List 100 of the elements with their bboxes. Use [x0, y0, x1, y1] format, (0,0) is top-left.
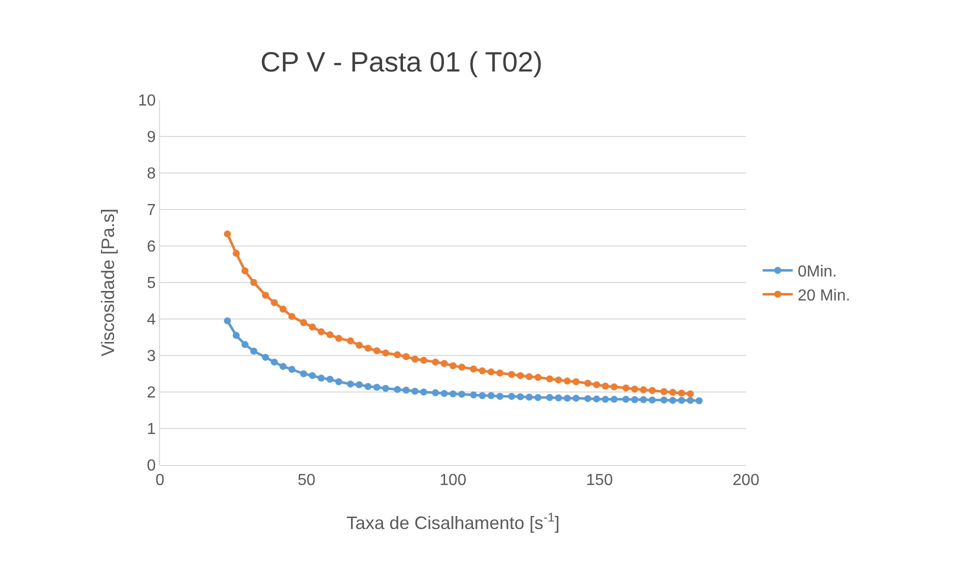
- point: [318, 328, 325, 336]
- point: [224, 230, 231, 238]
- x-axis-title: Taxa de Cisalhamento [s$^{-1}$]: [346, 510, 560, 533]
- point: [508, 392, 516, 400]
- point: [308, 372, 316, 380]
- point: [669, 388, 676, 396]
- point: [356, 342, 363, 349]
- y-tick-label: 7: [146, 202, 156, 220]
- point: [300, 370, 308, 378]
- point: [250, 279, 258, 286]
- point: [394, 386, 401, 393]
- point: [364, 344, 372, 352]
- legend-label: 0Min.: [798, 264, 837, 281]
- y-tick-label: 4: [146, 312, 156, 329]
- legend-label: 20 Min.: [798, 287, 850, 304]
- y-tick-label: 6: [146, 238, 156, 256]
- point: [526, 373, 533, 380]
- point: [564, 378, 571, 385]
- point: [678, 396, 686, 404]
- point: [584, 395, 592, 402]
- point: [270, 358, 278, 366]
- point: [696, 397, 703, 404]
- point: [308, 324, 316, 331]
- point: [470, 391, 478, 398]
- point: [686, 390, 694, 398]
- point: [262, 292, 269, 299]
- point: [660, 396, 668, 404]
- point: [280, 306, 287, 313]
- point: [593, 395, 600, 402]
- point: [572, 378, 580, 386]
- point: [534, 394, 542, 401]
- point: [318, 374, 325, 382]
- point: [326, 331, 334, 338]
- point: [496, 392, 504, 400]
- y-tick-label: 1: [146, 421, 156, 438]
- y-tick-label: 0: [146, 458, 156, 475]
- point: [432, 358, 439, 366]
- point: [420, 388, 428, 396]
- point: [420, 356, 428, 364]
- x-tick-label: 150: [586, 472, 613, 490]
- point: [394, 351, 401, 358]
- y-tick-label: 3: [146, 348, 156, 366]
- y-tick-label: 10: [138, 92, 156, 110]
- point: [326, 376, 334, 383]
- point: [250, 348, 258, 355]
- point: [373, 347, 380, 354]
- y-tick-label: 8: [146, 166, 156, 183]
- x-tick-label: 100: [440, 472, 466, 490]
- point: [640, 396, 647, 404]
- point: [516, 393, 524, 400]
- point: [224, 317, 231, 324]
- point: [356, 381, 363, 388]
- point: [496, 370, 504, 377]
- point: [686, 396, 694, 404]
- point: [622, 384, 630, 392]
- point: [364, 383, 372, 390]
- point: [508, 370, 516, 378]
- point: [335, 334, 342, 342]
- point: [593, 381, 600, 388]
- point: [516, 372, 524, 380]
- point: [660, 388, 668, 396]
- point: [526, 394, 533, 401]
- point: [373, 384, 380, 391]
- point: [488, 368, 495, 376]
- point: [411, 388, 418, 395]
- point: [572, 394, 580, 402]
- point: [440, 390, 448, 397]
- point: [678, 390, 686, 397]
- point: [270, 299, 278, 306]
- point: [241, 341, 248, 348]
- point: [554, 376, 562, 384]
- point: [470, 366, 478, 373]
- point: [288, 312, 296, 320]
- point: [241, 267, 248, 274]
- point: [631, 386, 638, 393]
- y-tick-label: 5: [146, 275, 156, 292]
- chart-title: CP V - Pasta 01 ( T02): [260, 46, 543, 78]
- y-tick-label: 2: [146, 384, 156, 402]
- point: [534, 374, 542, 381]
- point: [610, 396, 618, 403]
- point: [450, 390, 456, 398]
- point: [232, 332, 240, 339]
- point: [346, 337, 354, 344]
- point: [478, 367, 486, 374]
- point: [478, 392, 486, 400]
- point: [488, 392, 495, 400]
- point: [584, 380, 592, 387]
- point: [458, 364, 466, 371]
- point: [602, 382, 609, 390]
- point: [440, 360, 448, 368]
- point: [402, 353, 410, 360]
- point: [610, 383, 618, 390]
- point: [648, 396, 656, 404]
- y-tick-label: 9: [146, 129, 156, 146]
- point: [622, 396, 630, 403]
- point: [280, 362, 287, 370]
- point: [232, 250, 240, 257]
- x-tick-label: 50: [298, 472, 316, 490]
- point: [640, 386, 647, 394]
- point: [546, 394, 554, 401]
